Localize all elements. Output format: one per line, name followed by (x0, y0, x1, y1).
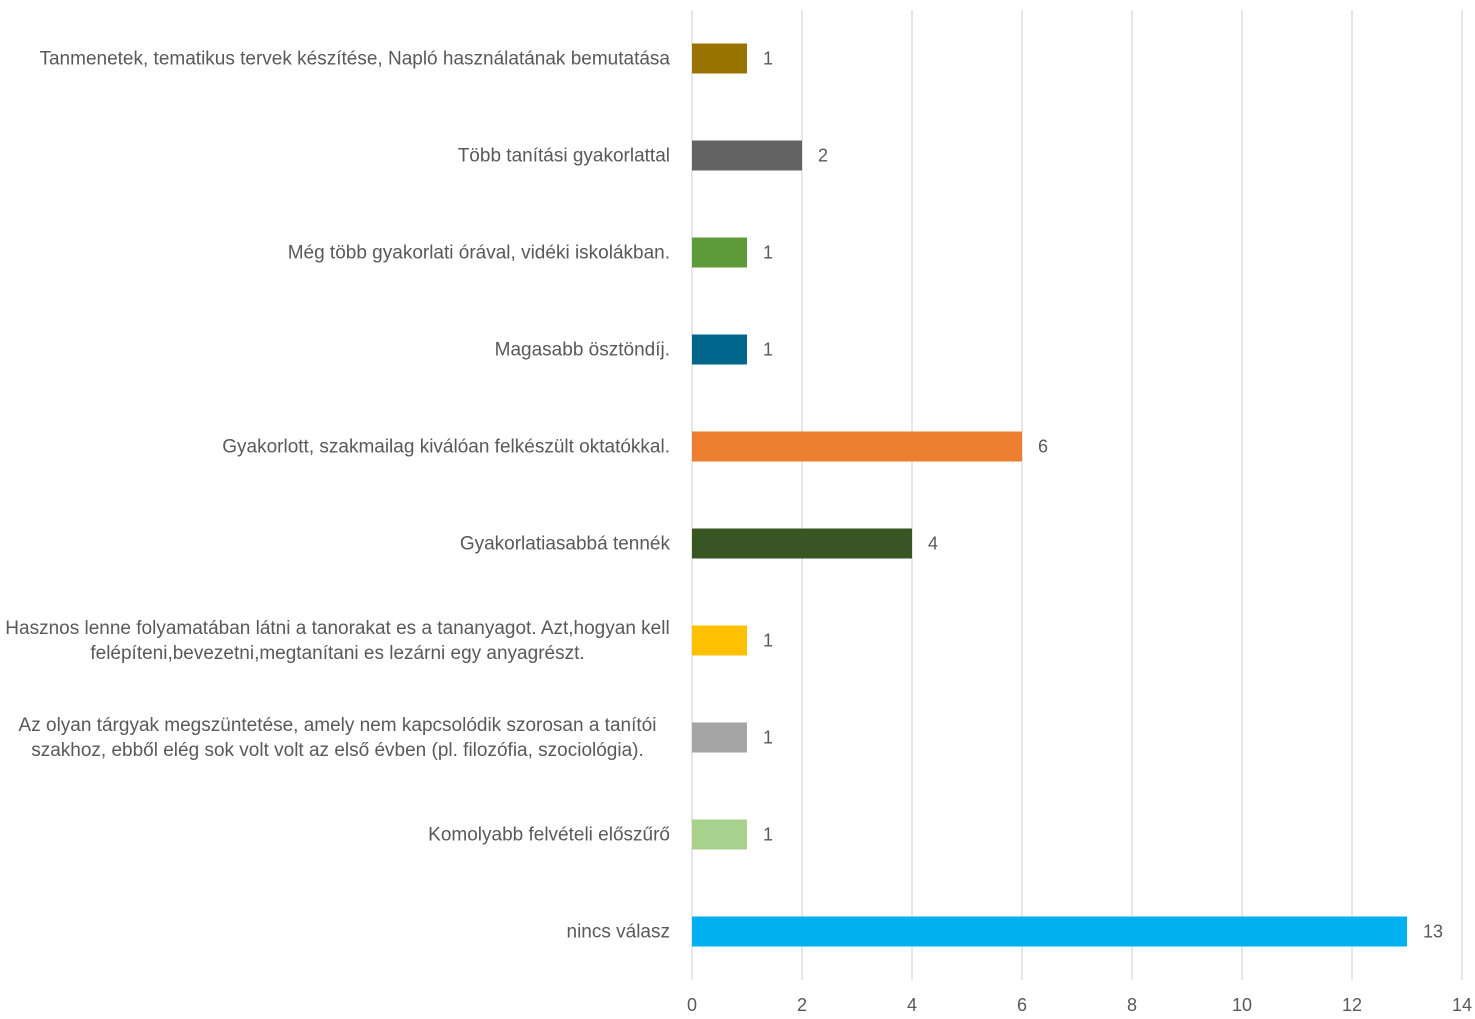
x-tick-label: 2 (797, 995, 807, 1015)
x-tick-label: 14 (1452, 995, 1472, 1015)
bar (692, 237, 747, 268)
category-text: Tanmenetek, tematikus tervek készítése, … (39, 48, 670, 69)
category-text: Magasabb ösztöndíj. (494, 339, 670, 360)
category-label: nincs válasz (0, 919, 671, 944)
x-tick-label: 8 (1127, 995, 1137, 1015)
bar (692, 431, 1022, 462)
category-text: Gyakorlatiasabbá tennék (459, 533, 670, 554)
x-tick-label: 6 (1017, 995, 1027, 1015)
data-label: 1 (763, 630, 773, 650)
data-label: 4 (928, 533, 938, 553)
category-label: Gyakorlatiasabbá tennék (0, 531, 670, 556)
category-label: Gyakorlott, szakmailag kiválóan felkészü… (0, 434, 670, 459)
bar (692, 140, 802, 171)
x-tick-label: 0 (687, 995, 697, 1015)
category-label: Magasabb ösztöndíj. (0, 337, 670, 362)
data-label: 13 (1423, 921, 1443, 941)
bar (692, 722, 747, 753)
category-text: Az olyan tárgyak megszüntetése, amely ne… (18, 714, 657, 761)
data-label: 1 (763, 339, 773, 359)
bar (692, 625, 747, 656)
data-label: 1 (763, 727, 773, 747)
data-label: 6 (1038, 436, 1048, 456)
category-label: Több tanítási gyakorlattal (0, 143, 670, 168)
category-label: Hasznos lenne folyamatában látni a tanor… (0, 616, 670, 666)
category-text: Gyakorlott, szakmailag kiválóan felkészü… (222, 436, 670, 457)
x-tick-label: 10 (1232, 995, 1252, 1015)
bar (692, 334, 747, 365)
data-label: 1 (763, 242, 773, 262)
x-tick-label: 12 (1342, 995, 1362, 1015)
category-text: Komolyabb felvételi előszűrő (428, 824, 670, 845)
bar (692, 43, 747, 74)
bar (692, 916, 1407, 947)
x-tick-label: 4 (907, 995, 917, 1015)
bar (692, 528, 912, 559)
category-label: Komolyabb felvételi előszűrő (0, 822, 670, 847)
category-text: nincs válasz (566, 921, 671, 942)
category-label: Az olyan tárgyak megszüntetése, amely ne… (0, 713, 670, 763)
bar (692, 819, 747, 850)
data-label: 2 (818, 145, 828, 165)
data-label: 1 (763, 824, 773, 844)
category-label: Tanmenetek, tematikus tervek készítése, … (0, 46, 670, 71)
category-text: Még több gyakorlati órával, vidéki iskol… (287, 242, 670, 263)
data-label: 1 (763, 48, 773, 68)
category-label: Még több gyakorlati órával, vidéki iskol… (0, 240, 670, 265)
category-text: Hasznos lenne folyamatában látni a tanor… (5, 617, 670, 664)
category-text: Több tanítási gyakorlattal (457, 145, 670, 166)
